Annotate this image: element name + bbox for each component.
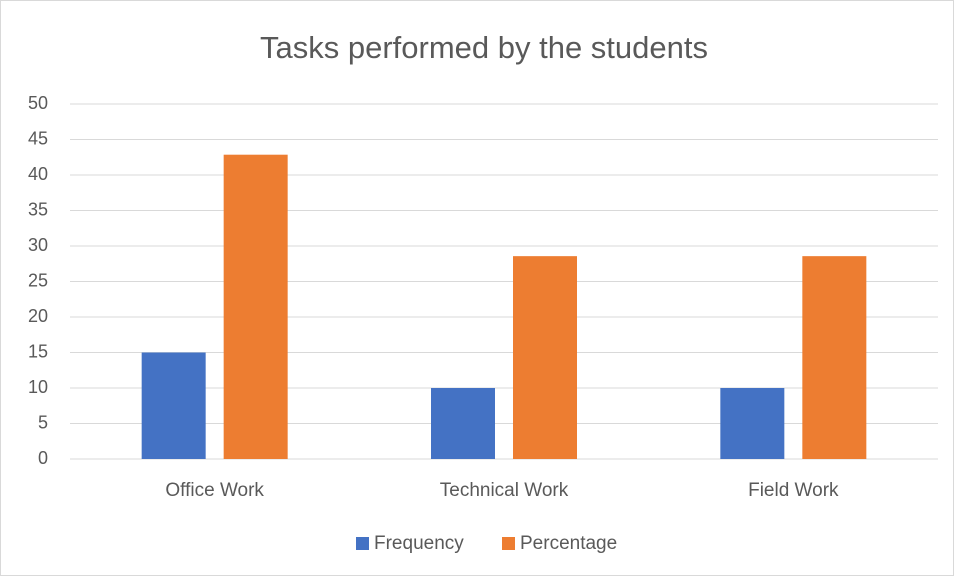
y-tick-label: 0	[38, 448, 48, 468]
y-tick-label: 40	[28, 164, 48, 184]
y-tick-label: 15	[28, 341, 48, 361]
bar	[802, 256, 867, 459]
x-tick-label: Office Work	[165, 480, 264, 501]
y-tick-label: 30	[28, 235, 48, 255]
legend-label: Percentage	[520, 533, 617, 554]
y-tick-label: 25	[28, 270, 48, 290]
y-tick-label: 45	[28, 128, 48, 148]
legend-swatch	[502, 537, 515, 550]
chart-title: Tasks performed by the students	[260, 30, 708, 65]
bar	[431, 388, 495, 459]
y-tick-label: 20	[28, 306, 48, 326]
bar	[513, 256, 577, 459]
bar	[141, 352, 206, 459]
legend-label: Frequency	[374, 533, 464, 554]
y-tick-label: 50	[28, 93, 48, 113]
y-tick-label: 10	[28, 377, 48, 397]
y-tick-label: 35	[28, 199, 48, 219]
y-tick-label: 5	[38, 412, 48, 432]
x-tick-label: Technical Work	[440, 480, 569, 501]
bar	[223, 154, 288, 459]
x-tick-label: Field Work	[748, 480, 839, 501]
legend-swatch	[356, 537, 369, 550]
bar	[720, 388, 785, 459]
